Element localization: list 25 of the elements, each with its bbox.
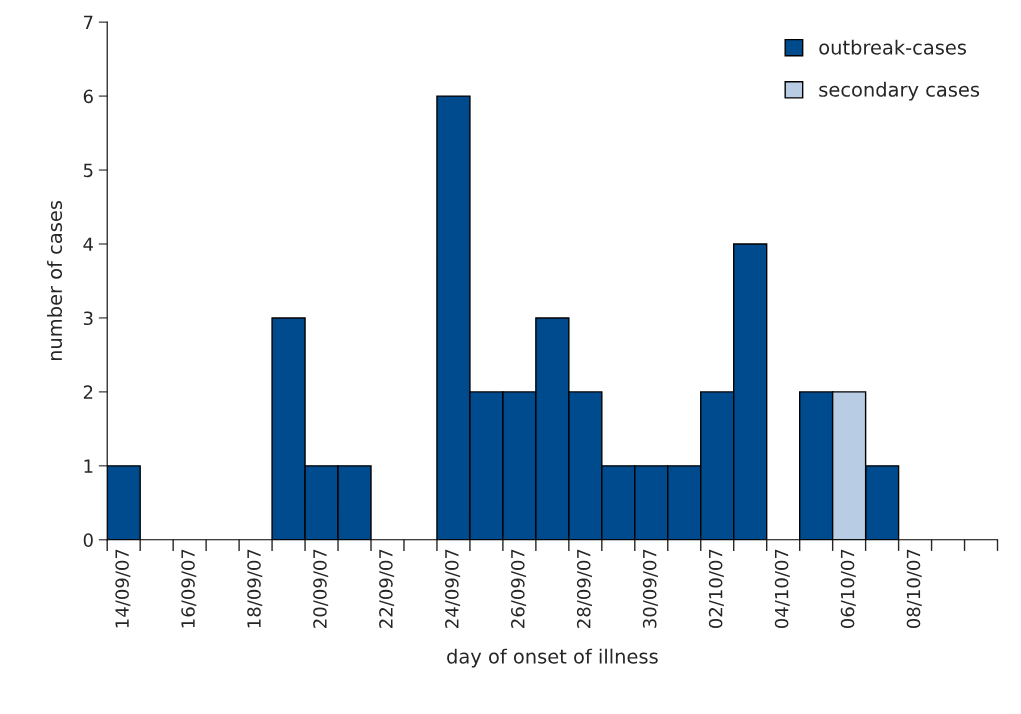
y-tick-label: 0 — [83, 533, 93, 547]
x-tick-label: 28/09/07 — [576, 549, 592, 628]
y-tick-label: 6 — [83, 89, 93, 104]
x-tick-label: 26/09/07 — [510, 549, 527, 628]
x-tick-label: 30/09/07 — [642, 549, 658, 628]
x-tick-label: 06/10/07 — [840, 549, 856, 629]
x-tick-label: 14/09/07 — [115, 549, 131, 628]
y-axis-title: number of cases — [47, 201, 63, 361]
y-tick-label: 3 — [83, 311, 93, 326]
x-tick-label: 02/10/07 — [708, 549, 724, 629]
y-tick-label: 4 — [83, 237, 93, 251]
x-axis-title: day of onset of illness — [447, 648, 658, 668]
x-tick-label: 16/09/07 — [181, 549, 197, 628]
legend-label: secondary cases — [819, 81, 980, 101]
x-tick-label: 08/10/07 — [906, 549, 922, 629]
x-tick-label: 20/09/07 — [313, 549, 329, 628]
x-tick-label: 18/09/07 — [247, 549, 263, 628]
x-tick-label: 04/10/07 — [774, 549, 790, 629]
x-tick-label: 22/09/07 — [379, 549, 395, 628]
y-tick-label: 5 — [83, 163, 93, 178]
y-tick-label: 1 — [84, 459, 93, 473]
legend-label: outbreak-cases — [819, 39, 967, 55]
y-tick-label: 2 — [83, 385, 93, 399]
x-tick-label: 24/09/07 — [445, 549, 461, 628]
y-tick-label: 7 — [84, 15, 93, 29]
